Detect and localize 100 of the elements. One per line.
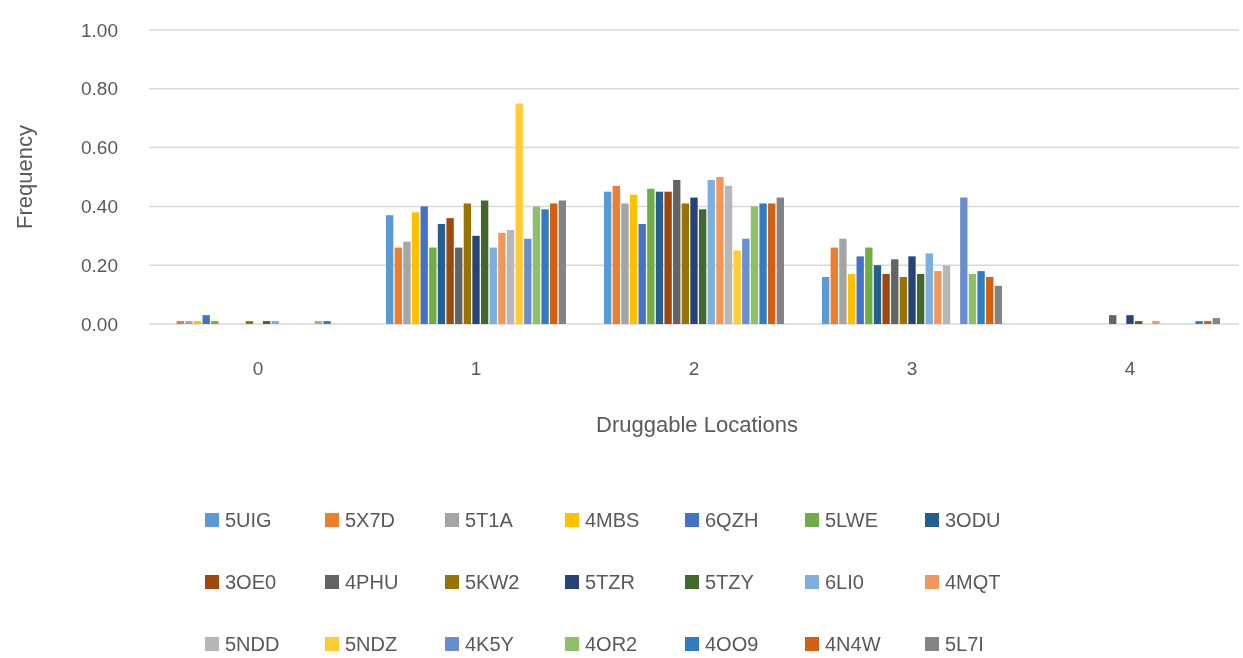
bar	[638, 224, 646, 324]
bar	[211, 321, 219, 324]
bar	[776, 197, 785, 324]
bar	[202, 315, 210, 324]
bar	[420, 206, 428, 324]
bar	[994, 285, 1003, 324]
legend-label: 5NDD	[225, 633, 280, 655]
bar	[942, 265, 951, 324]
legend-label: 5LWE	[825, 509, 878, 531]
y-tick-label: 0.20	[81, 254, 118, 276]
bar	[541, 209, 549, 324]
bar	[968, 274, 977, 324]
bar	[1195, 321, 1203, 324]
bar	[314, 321, 323, 324]
bar	[1134, 321, 1143, 324]
bar	[245, 321, 254, 324]
legend-label: 5KW2	[465, 571, 520, 593]
legend-label: 4K5Y	[465, 633, 514, 655]
bar	[647, 188, 655, 324]
bar	[1212, 318, 1221, 324]
legend-label: 5T1A	[465, 509, 514, 531]
legend-label: 4PHU	[345, 571, 399, 593]
bar	[403, 241, 411, 324]
bar	[621, 203, 629, 324]
bar	[986, 276, 994, 324]
bar	[446, 218, 454, 324]
bar	[603, 191, 612, 324]
bar	[716, 177, 724, 324]
bar	[480, 200, 489, 324]
bar	[524, 238, 532, 324]
bar	[891, 259, 899, 324]
bar	[385, 215, 394, 324]
bar	[873, 265, 882, 324]
bar	[673, 179, 681, 324]
legend-label: 4OO9	[705, 633, 759, 655]
bar	[724, 185, 733, 324]
y-tick-label: 0.00	[81, 313, 118, 335]
bar	[698, 209, 707, 324]
legend-label: 4MQT	[945, 571, 1001, 593]
bar	[262, 321, 271, 324]
bar	[934, 271, 942, 324]
bar	[856, 256, 864, 324]
bar	[899, 276, 908, 324]
bar	[1126, 315, 1134, 324]
bar	[750, 206, 759, 324]
bar	[742, 238, 750, 324]
bar	[655, 191, 664, 324]
x-axis-title: Druggable Locations	[596, 412, 798, 437]
bar	[821, 276, 830, 324]
legend-label: 3ODU	[945, 509, 1001, 531]
legend-label: 5L7I	[945, 633, 984, 655]
bar	[908, 256, 916, 324]
bar	[977, 271, 985, 324]
bar	[271, 321, 279, 324]
bar	[925, 253, 933, 324]
legend-label: 3OE0	[225, 571, 277, 593]
legend-label: 5TZY	[705, 571, 754, 593]
bar	[455, 247, 463, 324]
bar	[394, 247, 402, 324]
bar	[612, 185, 620, 324]
legend-label: 4N4W	[825, 633, 881, 655]
bar	[759, 203, 767, 324]
bar	[629, 194, 638, 324]
bar	[707, 179, 715, 324]
legend-label: 4OR2	[585, 633, 638, 655]
bar	[664, 191, 672, 324]
bar	[865, 247, 873, 324]
legend-label: 5UIG	[225, 509, 272, 531]
bar	[185, 321, 193, 324]
bar	[558, 200, 567, 324]
bar	[768, 203, 776, 324]
bar	[463, 203, 472, 324]
legend-label: 6LI0	[825, 571, 864, 593]
y-axis-title: Frequency	[12, 125, 37, 229]
bar	[515, 103, 523, 324]
bar	[690, 197, 698, 324]
bar	[839, 238, 847, 324]
bar	[498, 232, 506, 324]
bar	[532, 206, 541, 324]
y-tick-label: 1.00	[81, 19, 118, 41]
bar	[489, 247, 497, 324]
y-tick-label: 0.40	[81, 196, 118, 218]
x-tick-label: 2	[688, 358, 700, 379]
x-tick-label: 0	[252, 358, 264, 379]
bar	[411, 212, 420, 324]
bar	[176, 321, 184, 324]
bar	[1109, 315, 1117, 324]
bar	[429, 247, 437, 324]
bar	[323, 321, 331, 324]
bar	[193, 321, 202, 324]
bar	[506, 229, 515, 324]
x-tick-label: 1	[470, 358, 482, 379]
legend-label: 5TZR	[585, 571, 635, 593]
bar	[960, 197, 968, 324]
legend-label: 5X7D	[345, 509, 396, 531]
legend-label: 5NDZ	[345, 633, 398, 655]
bar	[916, 274, 925, 324]
bar	[733, 250, 741, 324]
x-tick-label: 3	[906, 358, 918, 379]
y-tick-label: 0.60	[81, 137, 118, 159]
